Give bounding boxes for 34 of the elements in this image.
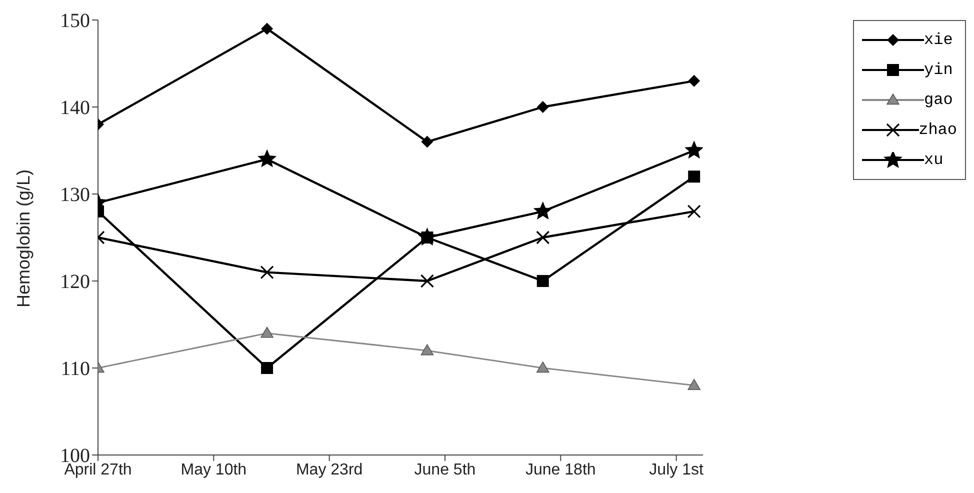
legend-label: zhao: [918, 121, 957, 139]
point: [536, 275, 549, 287]
point: [258, 149, 277, 168]
y-tick-label: 110: [60, 358, 90, 380]
y-tick-label: 150: [60, 10, 90, 32]
x-tick-label: May 23rd: [296, 461, 363, 478]
y-tick-label: 130: [60, 184, 90, 206]
x-tick-label: June 5th: [414, 461, 476, 478]
point: [421, 136, 434, 148]
y-axis-title: Hemoglobin (g/L): [13, 169, 34, 308]
x-tick-label: July 1st: [649, 461, 704, 478]
point: [688, 379, 701, 390]
point: [536, 101, 549, 113]
point: [260, 266, 274, 280]
legend-label: yin: [924, 61, 953, 79]
point: [261, 22, 274, 35]
y-tick-label: 120: [60, 271, 90, 294]
x-tick-label: May 10th: [180, 461, 247, 478]
point: [688, 74, 700, 87]
point: [536, 362, 550, 373]
point: [684, 140, 703, 159]
point: [420, 274, 434, 288]
point: [536, 230, 550, 244]
point: [687, 204, 701, 218]
point: [420, 344, 434, 356]
legend-label: xu: [924, 151, 944, 169]
x-tick-label: June 18th: [526, 461, 596, 478]
point: [688, 170, 700, 183]
legend-label: xie: [924, 31, 953, 49]
legend-label: gao: [924, 91, 953, 109]
point: [261, 362, 274, 374]
point: [533, 201, 552, 220]
point: [260, 326, 274, 338]
y-tick-label: 140: [60, 97, 90, 120]
